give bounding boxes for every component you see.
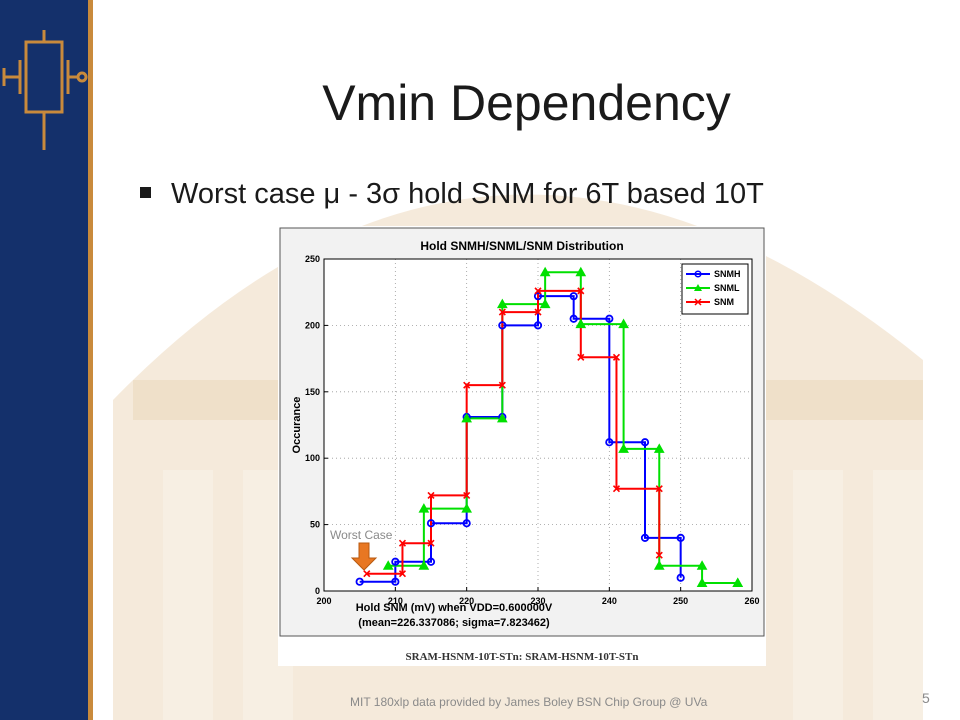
point-snmh <box>391 577 400 586</box>
point-snm <box>577 287 585 295</box>
point-snmh <box>569 314 578 323</box>
x-axis-label: Hold SNM (mV) when VDD=0.600000V <box>356 602 553 614</box>
x-tick-label: 220 <box>459 596 474 606</box>
x-tick-label: 250 <box>673 596 688 606</box>
point-snml <box>382 560 394 570</box>
point-snm <box>463 491 471 499</box>
point-snml <box>461 412 473 423</box>
point-snm <box>398 570 407 578</box>
point-snml <box>696 577 708 588</box>
point-snmh <box>640 533 650 542</box>
point-snmh <box>676 573 685 582</box>
point-snml <box>496 298 508 309</box>
axis-ticks: 200 210 220 230 240 250 260 0 50 100 150 200 250 <box>305 254 760 606</box>
point-snmh <box>605 314 614 323</box>
legend-marker-snmh <box>694 270 702 278</box>
point-snm <box>427 491 435 499</box>
point-snml <box>696 560 708 570</box>
point-snml <box>418 503 430 513</box>
point-snm <box>534 308 542 316</box>
circuit-logo <box>2 30 88 150</box>
legend-label-snmh: SNMH <box>714 269 741 279</box>
y-tick-label: 200 <box>305 320 320 330</box>
point-snmh <box>462 519 471 528</box>
point-snm <box>498 308 506 316</box>
point-snml <box>653 560 665 570</box>
slide-number: 5 <box>922 690 930 706</box>
bullet-item: Worst case μ - 3σ hold SNM for 6T based … <box>140 178 764 211</box>
point-snml <box>575 318 587 329</box>
series-line-snmh <box>359 295 682 583</box>
point-snml <box>539 298 551 309</box>
legend-marker-snm <box>694 298 702 306</box>
chart-title: Hold SNMH/SNML/SNM Distribution <box>420 239 623 253</box>
point-snm <box>498 381 506 389</box>
point-snm <box>463 381 471 389</box>
worst-case-arrow-icon <box>350 542 378 571</box>
point-snmh <box>676 533 685 542</box>
legend-label-snm: SNM <box>714 297 734 307</box>
point-snm <box>655 551 663 559</box>
x-tick-label: 210 <box>388 596 403 606</box>
plot-border <box>323 258 753 592</box>
point-snml <box>496 412 508 423</box>
point-snmh <box>426 557 436 566</box>
point-snml <box>418 560 430 570</box>
worst-case-annotation: Worst Case <box>330 528 393 542</box>
point-snmh <box>426 519 436 528</box>
point-snm <box>577 353 585 361</box>
point-snmh <box>533 292 543 301</box>
point-snmh <box>355 577 364 586</box>
chart-legend: SNMH SNML SNM <box>681 263 749 315</box>
point-snml <box>461 503 473 513</box>
point-snmh <box>640 438 650 447</box>
point-snm <box>612 485 621 493</box>
point-snm <box>398 539 407 547</box>
point-snmh <box>569 292 578 301</box>
point-snml <box>618 318 629 329</box>
point-snm <box>363 570 371 578</box>
x-tick-label: 230 <box>530 596 545 606</box>
y-tick-label: 250 <box>305 254 320 264</box>
chart-figure: Hold SNMH/SNML/SNM Distribution 200 210 22… <box>278 226 766 666</box>
chart-caption: SRAM-HSNM-10T-STn: SRAM-HSNM-10T-STn <box>406 651 639 663</box>
y-tick-label: 150 <box>305 387 320 397</box>
x-tick-label: 260 <box>744 596 759 606</box>
x-axis-label-stats: (mean=226.337086; sigma=7.823462) <box>358 617 550 629</box>
point-snml <box>539 266 551 277</box>
series-markers <box>355 266 744 588</box>
point-snml <box>653 443 665 453</box>
point-snmh <box>391 557 400 566</box>
legend-label-snml: SNML <box>714 283 740 293</box>
y-tick-label: 50 <box>310 520 320 530</box>
y-tick-label: 0 <box>315 586 320 596</box>
point-snm <box>427 539 435 547</box>
point-snm <box>534 287 542 295</box>
y-tick-label: 100 <box>305 453 320 463</box>
point-snm <box>655 485 663 493</box>
y-axis-label: Occurance <box>291 397 303 454</box>
x-tick-label: 240 <box>602 596 617 606</box>
footer-credit: MIT 180xlp data provided by James Boley … <box>350 695 708 709</box>
point-snml <box>732 577 744 588</box>
point-snml <box>575 266 587 277</box>
bullet-text: Worst case μ - 3σ hold SNM for 6T based … <box>171 178 764 210</box>
legend-marker-snml <box>694 284 702 291</box>
series-line-snml <box>388 271 738 585</box>
point-snml <box>618 443 629 453</box>
distribution-chart: Hold SNMH/SNML/SNM Distribution 200 210 22… <box>278 226 766 666</box>
point-snmh <box>533 321 543 330</box>
sidebar-accent-line <box>88 0 93 720</box>
slide-title: Vmin Dependency <box>322 75 731 131</box>
x-tick-label: 200 <box>316 596 331 606</box>
point-snm <box>612 353 621 361</box>
bullet-square-icon <box>140 187 151 198</box>
point-snmh <box>498 321 507 330</box>
point-snmh <box>605 438 614 447</box>
